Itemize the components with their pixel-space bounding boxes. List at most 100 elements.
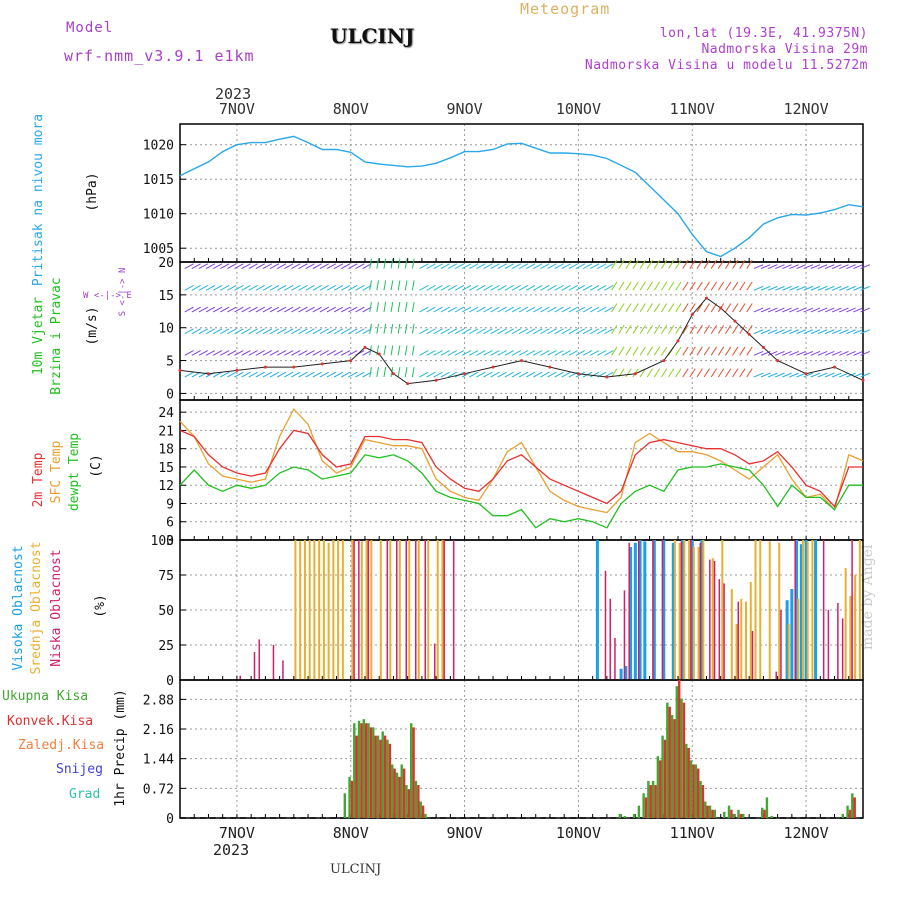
wind-arrow — [341, 350, 351, 356]
cloud-bar — [427, 540, 430, 680]
wind-arrow — [312, 306, 322, 313]
wind-arrow — [703, 346, 710, 356]
wind-arrow — [660, 259, 668, 269]
precip-bar — [666, 702, 669, 818]
wind-arrow — [824, 307, 835, 313]
wind-arrow — [824, 329, 835, 335]
wind-arrow — [653, 368, 661, 378]
wind-arrow — [753, 307, 764, 313]
wind-arrow — [376, 367, 380, 378]
wind-arrow — [710, 368, 718, 378]
precip-bar — [696, 768, 700, 818]
wind-arrow — [639, 281, 646, 291]
wind-arrow — [440, 328, 450, 335]
wind-arrow — [291, 306, 301, 313]
model-name: wrf-nmm_v3.9.1 e1km — [64, 47, 255, 65]
wind-arrow — [767, 264, 778, 270]
wind-arrow — [469, 263, 479, 270]
cloud-bar — [303, 540, 306, 680]
precip-bar — [711, 809, 714, 818]
wind-arrow — [604, 328, 614, 335]
cloud-bar — [837, 603, 839, 680]
cloud-label-1: Visoka Oblacnost — [11, 545, 26, 670]
cloud-bar — [688, 540, 691, 680]
precip-bar — [618, 813, 622, 818]
wind-arrow — [518, 306, 529, 313]
wind-arrow — [404, 258, 408, 269]
wind-arrow — [319, 263, 329, 270]
wind-arrow — [220, 263, 230, 270]
wind-arrow — [533, 263, 543, 270]
wind-arrow — [725, 259, 732, 269]
cloud-bar — [327, 542, 330, 680]
wind-arrow — [817, 307, 828, 313]
wind-arrow — [397, 258, 401, 269]
precip-bar — [383, 735, 387, 818]
wind-arrow — [767, 329, 778, 335]
cloud-bar — [811, 540, 814, 680]
wind-arrow — [853, 350, 863, 356]
cloud-bar — [629, 547, 633, 680]
wind-arrow — [404, 323, 408, 334]
wind-arrow — [789, 264, 799, 270]
wind-arrow — [810, 264, 821, 270]
wind-arrow — [739, 368, 746, 378]
precip-bar — [364, 723, 368, 818]
wind-arrow — [775, 372, 785, 378]
wind-arrow — [860, 285, 871, 291]
wind-arrow — [660, 281, 668, 291]
wind-arrow — [504, 263, 514, 270]
wind-arrow — [782, 264, 792, 270]
wind-arrow — [767, 350, 778, 356]
wind-arrow — [333, 350, 344, 356]
wind-arrow — [625, 281, 632, 291]
temperature-panel: 3 6 9 12 15 18 21 24 — [158, 399, 864, 549]
y-tick-label: 0.72 — [143, 782, 174, 797]
wind-arrow — [198, 285, 208, 291]
precip-bar — [708, 805, 712, 818]
cloud-bar — [718, 579, 721, 680]
cloud-bar — [337, 540, 340, 680]
wind-arrow — [660, 303, 668, 313]
wind-arrow — [831, 329, 842, 335]
cloud-bar — [751, 631, 754, 680]
wind-arrow — [803, 372, 814, 378]
wind-arrow — [789, 329, 799, 335]
wind-arrow — [518, 371, 529, 378]
top-day-label: 11NOV — [670, 100, 715, 118]
y-tick-label: 3 — [166, 534, 174, 549]
pressure-label: Pritisak na nivou mora — [31, 114, 46, 286]
wind-arrow — [575, 263, 586, 270]
wind-arrow — [611, 324, 618, 334]
wind-arrow — [411, 258, 415, 269]
cloud-bar — [614, 638, 616, 680]
cloud-bar — [794, 540, 796, 680]
y-tick-label: 1005 — [143, 242, 174, 257]
wind-arrow — [582, 285, 593, 291]
precip-bar — [654, 785, 657, 818]
wind-arrow — [561, 306, 571, 313]
wind-arrow — [348, 306, 358, 313]
cloud-bar — [417, 540, 420, 680]
wind-arrow — [212, 306, 223, 313]
wind-arrow — [518, 350, 529, 356]
wind-arrow — [312, 350, 322, 356]
cloud-bar — [690, 540, 694, 680]
lonlat-label: lon,lat (19.3E, 41.9375N) — [659, 26, 868, 41]
wind-arrow — [312, 328, 322, 335]
wind-arrow — [625, 324, 632, 334]
wind-arrow — [184, 371, 194, 378]
wind-speed-point — [292, 365, 296, 369]
wind-arrow — [255, 371, 265, 378]
wind-arrow — [262, 306, 273, 313]
y-tick-label: 5 — [166, 355, 174, 370]
wind-arrow — [411, 302, 415, 313]
wind-speed-point — [178, 368, 182, 372]
wind-arrow — [397, 302, 401, 313]
wind-arrow — [668, 324, 675, 334]
wind-arrow — [717, 368, 725, 378]
wind-arrow — [497, 306, 507, 313]
wind-arrow — [540, 263, 550, 270]
wind-arrow — [533, 306, 543, 313]
wind-arrow — [625, 303, 632, 313]
